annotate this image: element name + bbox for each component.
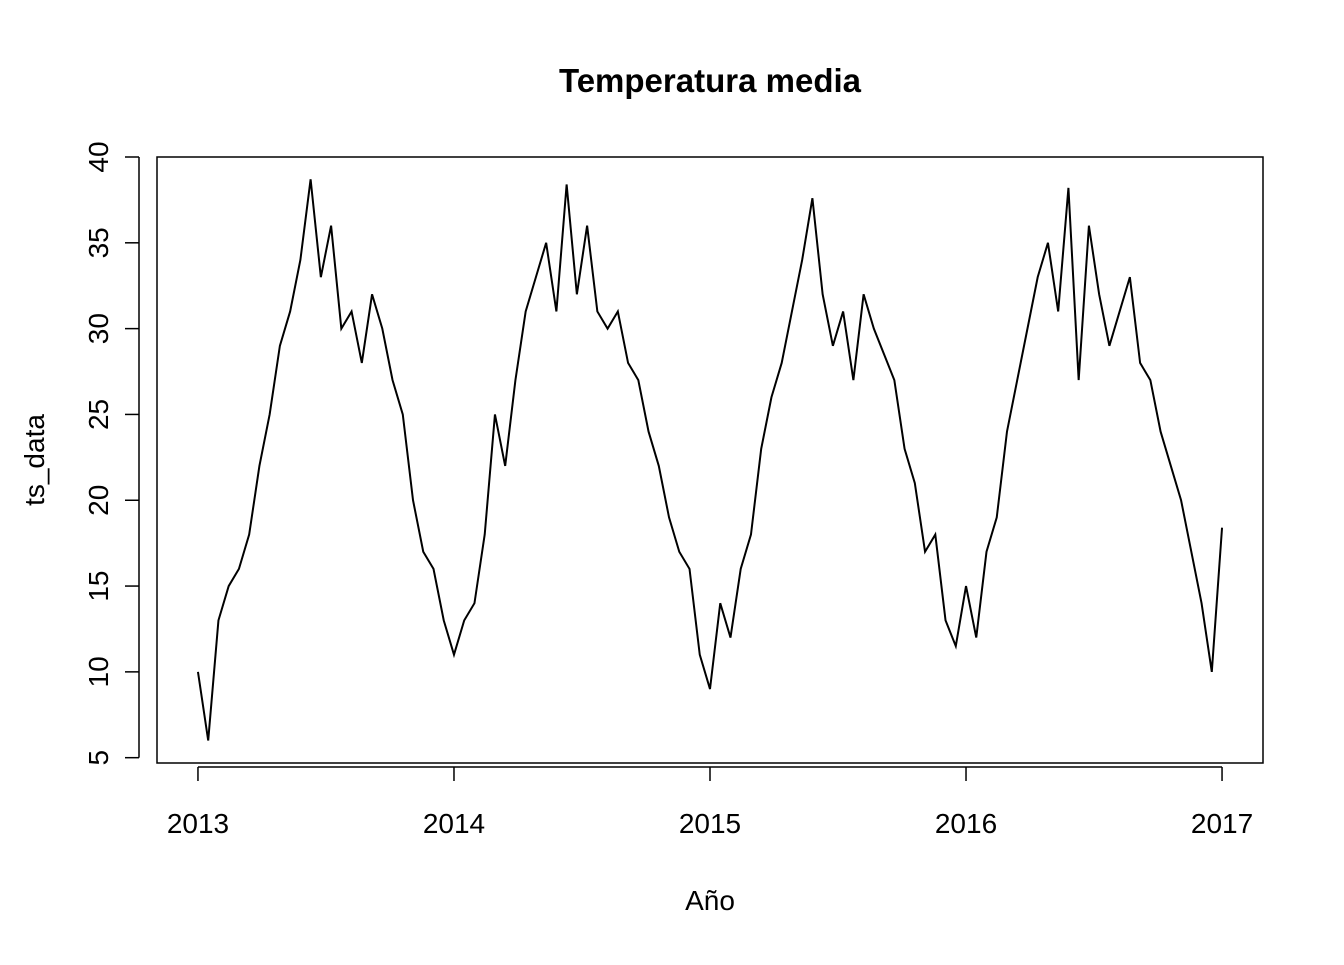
y-tick-label: 10: [83, 656, 114, 687]
x-tick-label: 2014: [423, 808, 485, 839]
y-tick-label: 35: [83, 227, 114, 258]
data-line: [196, 179, 1224, 741]
plot-frame: [156, 156, 1264, 764]
y-tick-label: 40: [83, 141, 114, 172]
y-axis-label: ts_data: [19, 414, 50, 506]
y-tick-label: 20: [83, 485, 114, 516]
y-tick-label: 15: [83, 570, 114, 601]
x-tick-label: 2017: [1191, 808, 1253, 839]
y-tick-label: 30: [83, 313, 114, 344]
x-tick-label: 2015: [679, 808, 741, 839]
x-tick-label: 2016: [935, 808, 997, 839]
y-tick-label: 5: [83, 750, 114, 766]
chart-title: Temperatura media: [559, 62, 862, 99]
y-tick-label: 25: [83, 399, 114, 430]
x-tick-label: 2013: [167, 808, 229, 839]
x-axis-label: Año: [685, 885, 735, 916]
